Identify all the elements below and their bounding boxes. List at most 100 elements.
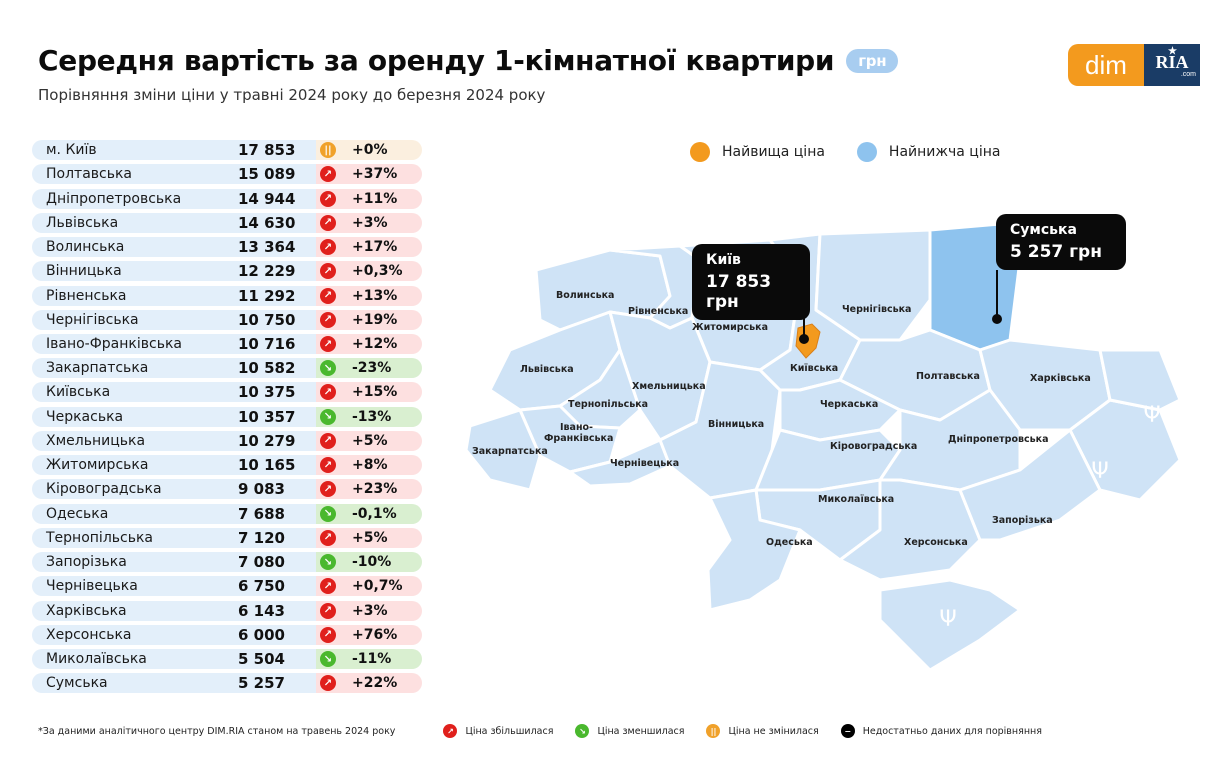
change-percent: +37% — [352, 166, 398, 183]
row-change: ↘ -0,1% — [316, 503, 422, 524]
arrow-up-icon: ↗ — [320, 190, 336, 207]
change-percent: +23% — [352, 481, 398, 498]
region-name: Чернігівська — [46, 311, 139, 328]
change-percent: +19% — [352, 311, 398, 328]
page-subtitle: Порівняння зміни ціни у травні 2024 року… — [38, 86, 546, 104]
region-name: Вінницька — [46, 263, 122, 280]
price-value: 7 080 — [238, 553, 285, 572]
map-region-label: Кіровоградська — [830, 441, 918, 452]
map-region-label: Київська — [790, 363, 839, 374]
region-odeska — [706, 488, 802, 612]
logo-ria-com: .com — [1180, 71, 1196, 78]
price-value: 10 750 — [238, 310, 296, 329]
map-region-label: Харківська — [1030, 373, 1091, 384]
map-region-label: Хмельницька — [632, 381, 706, 392]
change-percent: +0,7% — [352, 578, 403, 595]
change-percent: +11% — [352, 190, 398, 207]
table-row: Харківська 6 143 ↗ +3% — [32, 600, 422, 621]
row-left: Харківська 6 143 — [32, 600, 316, 621]
price-value: 12 229 — [238, 262, 296, 281]
change-percent: +0,3% — [352, 263, 403, 280]
region-zakarpatska — [464, 408, 542, 492]
table-row: Івано-Франківська 10 716 ↗ +12% — [32, 334, 422, 355]
region-khersonska — [838, 478, 982, 582]
orange-dot-icon — [690, 142, 710, 162]
callout-kyiv-title: Київ — [706, 252, 741, 268]
row-left: Сумська 5 257 — [32, 673, 316, 694]
arrow-up-icon: ↗ — [320, 602, 336, 619]
row-left: Київська 10 375 — [32, 382, 316, 403]
row-change: ↗ +3% — [316, 600, 422, 621]
price-value: 15 089 — [238, 165, 296, 184]
row-left: Хмельницька 10 279 — [32, 430, 316, 451]
arrow-up-icon: ↗ — [320, 384, 336, 401]
table-row: Хмельницька 10 279 ↗ +5% — [32, 430, 422, 451]
region-krym — [878, 578, 1022, 672]
region-name: Івано-Франківська — [46, 336, 182, 353]
map-region-label: Франківська — [544, 433, 614, 444]
price-value: 10 165 — [238, 456, 296, 475]
table-row: м. Київ 17 853 || +0% — [32, 140, 422, 161]
map-region-label: Чернівецька — [610, 458, 680, 469]
price-value: 17 853 — [238, 141, 296, 160]
table-row: Житомирська 10 165 ↗ +8% — [32, 455, 422, 476]
row-change: ↗ +5% — [316, 430, 422, 451]
price-value: 6 750 — [238, 577, 285, 596]
table-row: Львівська 14 630 ↗ +3% — [32, 212, 422, 233]
price-value: 10 357 — [238, 407, 296, 426]
arrow-down-icon: ↘ — [320, 554, 336, 571]
price-value: 10 716 — [238, 335, 296, 354]
price-value: 5 504 — [238, 650, 285, 669]
map-region-label: Тернопільська — [568, 399, 649, 410]
arrow-down-icon: ↘ — [320, 505, 336, 522]
price-value: 9 083 — [238, 480, 285, 499]
arrow-up-icon: ↗ — [320, 432, 336, 449]
callout-sumy-pin — [996, 270, 998, 320]
region-name: Полтавська — [46, 166, 133, 183]
region-name: Рівненська — [46, 287, 127, 304]
region-name: Київська — [46, 384, 111, 401]
change-percent: +5% — [352, 432, 388, 449]
region-name: Дніпропетровська — [46, 190, 182, 207]
status-legend: ↗ Ціна збільшилася ↘ Ціна зменшилася || Ціна … — [443, 724, 1064, 738]
change-percent: +8% — [352, 457, 388, 474]
table-row: Чернівецька 6 750 ↗ +0,7% — [32, 576, 422, 597]
region-name: Харківська — [46, 602, 127, 619]
arrow-up-icon: ↗ — [320, 529, 336, 546]
change-percent: -13% — [352, 408, 392, 425]
price-value: 10 279 — [238, 431, 296, 450]
pause-icon: || — [320, 142, 336, 159]
change-percent: +3% — [352, 214, 388, 231]
arrow-down-icon: ↘ — [320, 408, 336, 425]
price-value: 10 582 — [238, 359, 296, 378]
region-luhanska — [1098, 348, 1182, 412]
table-row: Кіровоградська 9 083 ↗ +23% — [32, 479, 422, 500]
logo-ria: ★ RIA .com — [1144, 44, 1200, 86]
region-name: Запорізька — [46, 554, 127, 571]
price-value: 6 143 — [238, 601, 285, 620]
region-name: Волинська — [46, 239, 125, 256]
region-name: Житомирська — [46, 457, 149, 474]
table-row: Київська 10 375 ↗ +15% — [32, 382, 422, 403]
change-percent: +13% — [352, 287, 398, 304]
arrow-up-icon: ↗ — [320, 578, 336, 595]
row-change: ↗ +15% — [316, 382, 422, 403]
trident-icon: Ψ — [1091, 459, 1108, 484]
change-percent: +12% — [352, 336, 398, 353]
map-region-label: Чернігівська — [842, 304, 912, 315]
row-change: ↘ -10% — [316, 552, 422, 573]
callout-kyiv: Київ 17 853 грн — [692, 244, 810, 320]
legend-item-down: ↘ Ціна зменшилася — [575, 724, 684, 738]
legend-label: Ціна зменшилася — [597, 725, 685, 737]
minus-icon: − — [840, 724, 855, 738]
table-row: Тернопільська 7 120 ↗ +5% — [32, 527, 422, 548]
table-row: Миколаївська 5 504 ↘ -11% — [32, 649, 422, 670]
map-region-label: Запорізька — [992, 515, 1053, 526]
page-title: Середня вартість за оренду 1-кімнатної к… — [38, 44, 899, 77]
change-percent: +15% — [352, 384, 398, 401]
arrow-up-icon: ↗ — [320, 675, 336, 692]
arrow-up-icon: ↗ — [320, 336, 336, 353]
region-zaporizka — [958, 428, 1102, 542]
kyiv-pin-icon — [799, 334, 809, 344]
footer: *За даними аналітичного центру DIM.RIA с… — [38, 724, 1064, 738]
